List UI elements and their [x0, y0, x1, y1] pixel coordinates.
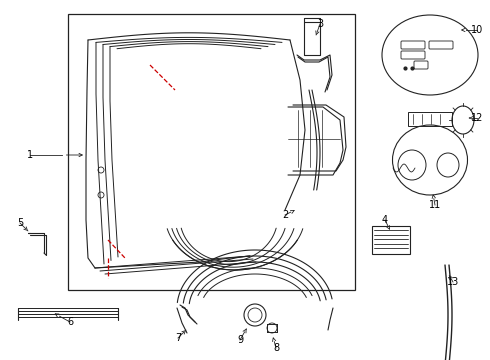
Text: 12: 12	[471, 113, 483, 123]
Text: 11: 11	[429, 200, 441, 210]
Text: 10: 10	[471, 25, 483, 35]
Bar	[408, 112, 452, 126]
Bar	[372, 226, 410, 254]
Text: 7: 7	[175, 333, 181, 343]
Text: 2: 2	[282, 210, 288, 220]
Text: 6: 6	[67, 317, 73, 327]
Text: 1: 1	[27, 150, 33, 160]
Text: 8: 8	[273, 343, 279, 353]
Text: 9: 9	[237, 335, 243, 345]
Text: 4: 4	[382, 215, 388, 225]
Text: 13: 13	[447, 277, 459, 287]
Text: 5: 5	[17, 218, 23, 228]
Text: 3: 3	[317, 19, 323, 29]
Bar	[68, 14, 355, 290]
